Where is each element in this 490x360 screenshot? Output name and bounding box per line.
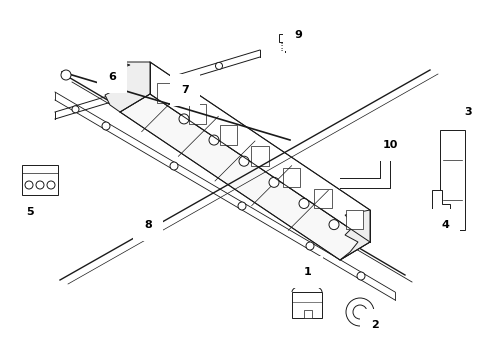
Polygon shape (345, 210, 363, 229)
Circle shape (357, 272, 365, 280)
Polygon shape (120, 94, 370, 260)
Circle shape (269, 177, 279, 187)
Circle shape (329, 220, 339, 230)
Circle shape (216, 62, 222, 69)
Circle shape (164, 78, 171, 85)
Circle shape (72, 106, 79, 113)
Circle shape (47, 181, 55, 189)
Polygon shape (105, 62, 150, 112)
Text: 4: 4 (441, 220, 449, 230)
Text: 1: 1 (304, 267, 312, 277)
Text: 8: 8 (144, 220, 152, 230)
Circle shape (209, 135, 219, 145)
Circle shape (113, 93, 120, 100)
Circle shape (36, 181, 44, 189)
Polygon shape (279, 34, 291, 42)
Polygon shape (304, 310, 312, 318)
Circle shape (170, 162, 178, 170)
Text: 9: 9 (294, 30, 302, 40)
Circle shape (239, 156, 249, 166)
Circle shape (306, 242, 314, 250)
Circle shape (238, 202, 246, 210)
Polygon shape (440, 130, 465, 230)
Text: 5: 5 (26, 207, 34, 217)
Text: 10: 10 (382, 140, 398, 150)
Circle shape (179, 114, 189, 124)
Circle shape (299, 198, 309, 208)
Polygon shape (22, 165, 58, 195)
Polygon shape (432, 190, 450, 212)
Polygon shape (283, 167, 300, 187)
Circle shape (353, 305, 367, 319)
Text: 2: 2 (371, 320, 379, 330)
Polygon shape (220, 125, 237, 145)
Polygon shape (189, 104, 206, 124)
Polygon shape (292, 292, 322, 318)
Polygon shape (157, 83, 174, 103)
Circle shape (102, 122, 110, 130)
Polygon shape (251, 147, 269, 166)
Polygon shape (340, 210, 370, 260)
Polygon shape (314, 189, 332, 208)
Polygon shape (150, 62, 370, 242)
Text: 6: 6 (108, 72, 116, 82)
Circle shape (61, 70, 71, 80)
Text: 7: 7 (181, 85, 189, 95)
Text: 3: 3 (464, 107, 472, 117)
Circle shape (25, 181, 33, 189)
Circle shape (346, 298, 374, 326)
